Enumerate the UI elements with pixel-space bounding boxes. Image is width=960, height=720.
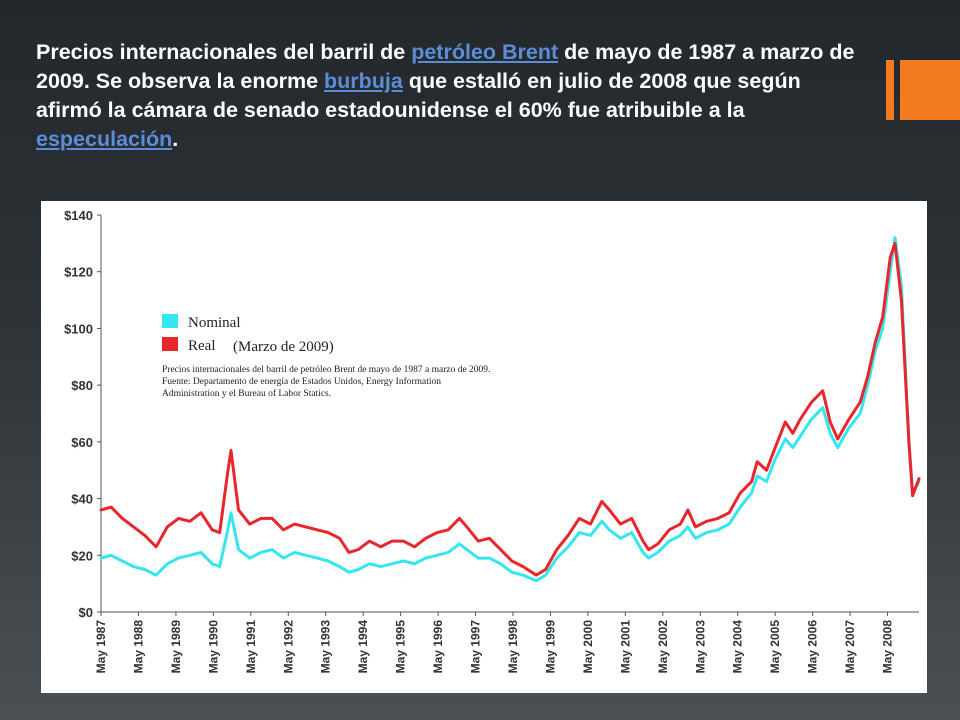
chart-note-line-1: Precios internacionales del barril de pe… bbox=[162, 365, 490, 375]
x-tick-label: May 1992 bbox=[281, 620, 295, 674]
series-line-real bbox=[99, 241, 921, 577]
accent-square-decoration bbox=[900, 60, 960, 120]
link-petroleo-brent[interactable]: petróleo Brent bbox=[411, 40, 559, 64]
x-tick-label: May 1990 bbox=[206, 620, 220, 674]
x-tick-label: May 1995 bbox=[394, 620, 408, 674]
x-tick-label: May 2002 bbox=[656, 620, 670, 674]
x-tick-label: May 1989 bbox=[169, 620, 183, 674]
y-axis-ticks: $0 $20 $40 $60 $80 $100 $120 $140 bbox=[64, 208, 101, 620]
accent-bar-decoration bbox=[886, 60, 894, 120]
y-tick-label: $20 bbox=[71, 548, 93, 563]
y-tick-label: $100 bbox=[64, 321, 93, 336]
y-tick-label: $80 bbox=[71, 378, 93, 393]
y-tick-label: $0 bbox=[79, 605, 93, 620]
x-tick-label: May 2003 bbox=[693, 620, 707, 674]
chart-note: Precios internacionales del barril de pe… bbox=[162, 365, 490, 399]
x-tick-label: May 2004 bbox=[731, 620, 745, 674]
y-tick-label: $40 bbox=[71, 492, 93, 507]
chart-axes bbox=[100, 215, 919, 613]
x-tick-label: May 1987 bbox=[94, 620, 108, 674]
legend-label-real-note: (Marzo de 2009) bbox=[233, 339, 334, 355]
chart-note-line-3: Administration y el Bureau of Labor Stat… bbox=[162, 388, 331, 399]
y-tick-label: $120 bbox=[64, 265, 93, 280]
x-tick-label: May 1988 bbox=[131, 620, 145, 674]
oil-price-chart: $0 $20 $40 $60 $80 $100 $120 $140 May 1987 May 1… bbox=[41, 201, 927, 693]
x-tick-label: May 1994 bbox=[356, 620, 370, 674]
y-tick-label: $140 bbox=[64, 208, 93, 223]
link-especulacion[interactable]: especulación bbox=[36, 127, 173, 151]
link-burbuja[interactable]: burbuja bbox=[324, 69, 403, 93]
legend-label-real: Real bbox=[188, 338, 216, 354]
legend: Nominal Real (Marzo de 2009) bbox=[162, 314, 334, 355]
legend-swatch-nominal bbox=[162, 314, 178, 328]
caption-text-4: . bbox=[172, 127, 179, 151]
caption-text-1: Precios internacionales del barril de bbox=[36, 40, 412, 64]
x-tick-label: May 1997 bbox=[469, 620, 483, 674]
x-tick-label: May 2005 bbox=[768, 620, 782, 674]
x-tick-label: May 1999 bbox=[543, 620, 557, 674]
series-line-nominal bbox=[99, 236, 921, 583]
y-tick-label: $60 bbox=[71, 435, 93, 450]
x-tick-label: May 1991 bbox=[244, 620, 258, 674]
x-tick-label: May 1993 bbox=[319, 620, 333, 674]
x-tick-label: May 2008 bbox=[881, 620, 895, 674]
x-tick-label: May 2000 bbox=[581, 620, 595, 674]
x-tick-label: May 2001 bbox=[618, 620, 632, 674]
chart-svg: $0$20$40$60$80$100$120$140 May 1987 May 1… bbox=[64, 208, 921, 673]
legend-label-nominal: Nominal bbox=[188, 315, 241, 331]
caption-text-3: que estalló en julio de 2008 que según a… bbox=[36, 69, 801, 122]
x-tick-label: May 1996 bbox=[431, 620, 445, 674]
series-layer bbox=[99, 236, 921, 583]
caption-text-2: de mayo de 1987 a marzo de 2009. Se obse… bbox=[36, 40, 855, 93]
slide-caption: Precios internacionales del barril de pe… bbox=[36, 38, 866, 154]
x-tick-label: May 2007 bbox=[843, 620, 857, 674]
chart-note-line-2: Fuente: Departamento de energía de Estad… bbox=[162, 376, 441, 387]
x-axis-ticks: May 1987 May 1988 May 1989 May 1990 May 1991… bbox=[94, 612, 895, 673]
x-tick-label: May 1998 bbox=[506, 620, 520, 674]
legend-swatch-real bbox=[162, 337, 178, 351]
x-tick-label: May 2006 bbox=[806, 620, 820, 674]
